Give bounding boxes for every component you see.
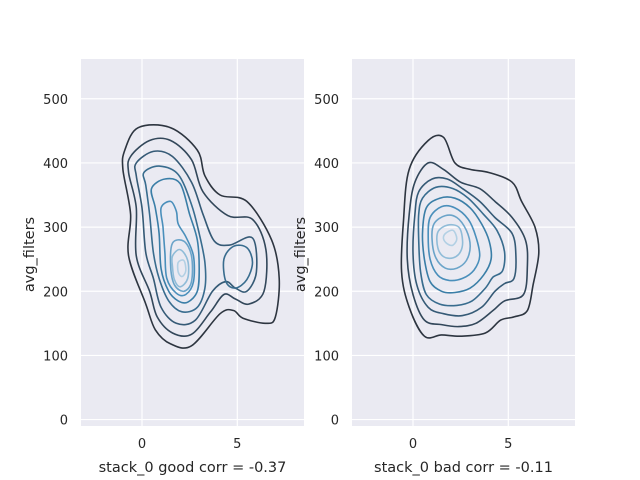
kde-contour-level-4 [142, 165, 207, 313]
y-axis-label: avg_filters [293, 217, 309, 292]
kde-contour-level-9 [176, 259, 187, 278]
kde-contour-level-8 [436, 223, 464, 260]
kde-contour-level-6 [427, 204, 481, 282]
y-tick-label: 500 [314, 93, 339, 108]
y-tick-label: 500 [43, 93, 68, 108]
kde-contour-level-1 [400, 134, 540, 339]
kde-contour-level-2 [127, 137, 268, 337]
kde-contour-level-1 [121, 124, 281, 349]
kde-contour-level-4 [417, 185, 506, 307]
x-tick-label: 0 [409, 437, 417, 452]
kde-contour-level-5 [150, 177, 200, 304]
y-tick-label: 400 [314, 157, 339, 172]
kde-contour-level-4 [222, 244, 254, 289]
y-tick-label: 0 [331, 414, 339, 429]
kde-contour-level-6 [159, 200, 196, 297]
x-axis-label: stack_0 bad corr = -0.11 [374, 460, 553, 476]
x-axis-label: stack_0 good corr = -0.37 [99, 460, 287, 476]
y-tick-label: 300 [43, 221, 68, 236]
plot-area [352, 59, 575, 426]
y-tick-label: 400 [43, 157, 68, 172]
kde-contour-level-5 [421, 196, 493, 294]
kde-contour-level-2 [406, 161, 529, 328]
kde-contour-level-9 [442, 229, 458, 247]
x-tick-label: 0 [138, 437, 146, 452]
kde-contour-level-3 [412, 176, 517, 317]
y-tick-label: 100 [314, 349, 339, 364]
kde-contour-level-7 [169, 239, 194, 293]
y-axis-label: avg_filters [22, 217, 38, 292]
y-tick-label: 200 [43, 285, 68, 300]
y-tick-label: 100 [43, 349, 68, 364]
x-tick-label: 5 [233, 437, 241, 452]
x-tick-label: 5 [504, 437, 512, 452]
y-tick-label: 300 [314, 221, 339, 236]
y-tick-label: 0 [60, 414, 68, 429]
plot-area [81, 59, 304, 426]
kde-contour-level-8 [171, 248, 190, 288]
y-tick-label: 200 [314, 285, 339, 300]
kde-contour-level-7 [431, 214, 471, 271]
